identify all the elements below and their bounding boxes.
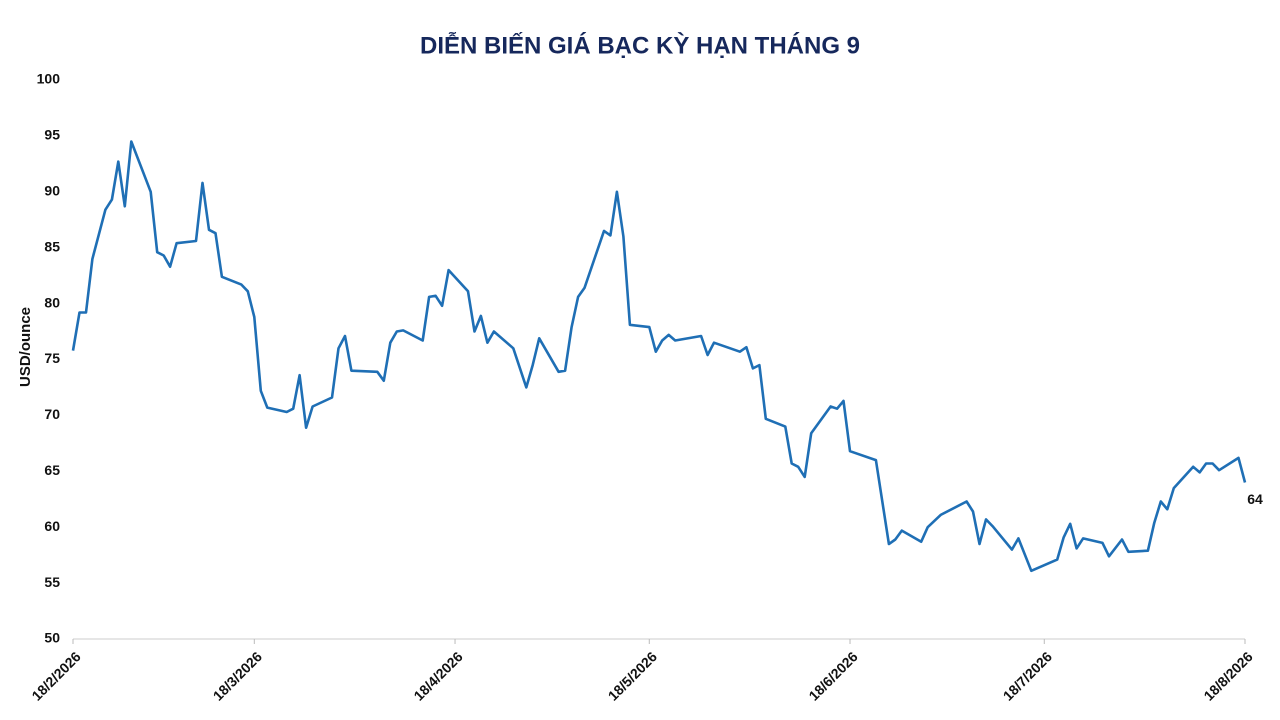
y-tick-label: 95 [44,127,60,143]
last-value-label: 64 [1247,491,1263,507]
x-tick-label: 18/6/2026 [805,648,861,704]
x-tick-label: 18/4/2026 [410,648,466,704]
y-tick-label: 85 [44,238,60,254]
y-tick-label: 90 [44,183,60,199]
chart-title: DIỄN BIẾN GIÁ BẠC KỲ HẠN THÁNG 9 [420,30,860,59]
x-tick-label: 18/2/2026 [28,648,84,704]
x-tick-label: 18/3/2026 [210,648,266,704]
y-tick-label: 80 [44,294,60,310]
price-line [71,140,1247,573]
x-tick-label: 18/8/2026 [1200,648,1256,704]
y-tick-label: 55 [44,574,60,590]
y-tick-label: 60 [44,518,60,534]
x-tick-label: 18/5/2026 [605,648,661,704]
y-tick-label: 70 [44,406,60,422]
y-tick-label: 50 [44,630,60,646]
y-axis-label: USD/ounce [17,307,34,387]
y-tick-label: 75 [44,350,60,366]
y-tick-label: 65 [44,462,60,478]
y-tick-label: 100 [37,71,61,87]
x-tick-label: 18/7/2026 [1000,648,1056,704]
